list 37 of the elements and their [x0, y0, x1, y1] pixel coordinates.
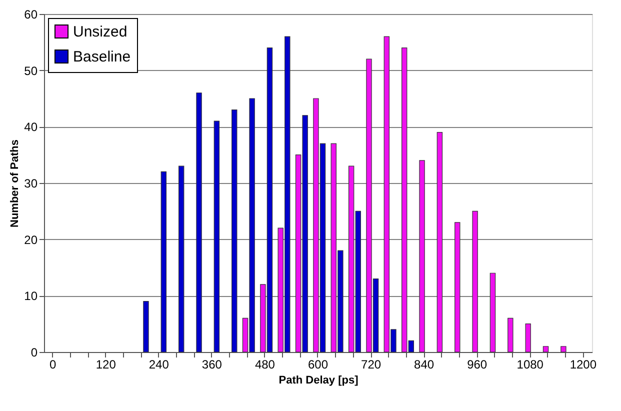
x-tick-label: 1200 [570, 358, 597, 372]
bar [214, 120, 220, 352]
x-tick-label: 720 [361, 358, 382, 372]
x-tick-label: 120 [96, 358, 116, 372]
x-axis-title: Path Delay [ps] [278, 374, 359, 386]
bar [160, 171, 167, 352]
y-tick-label: 30 [24, 176, 38, 190]
bar [143, 301, 149, 352]
bar [178, 166, 184, 352]
y-tick-label: 20 [24, 232, 38, 247]
y-tick-label: 40 [24, 120, 38, 134]
bar [490, 272, 496, 352]
x-tick-label: 240 [148, 358, 170, 372]
bar [454, 222, 460, 352]
x-tick-label: 0 [49, 358, 56, 372]
y-tick-label: 10 [24, 289, 38, 304]
x-tick-label: 480 [254, 358, 276, 372]
bar [232, 109, 238, 352]
bar [419, 160, 425, 352]
y-axis-title: Number of Paths [9, 139, 22, 228]
bar [525, 324, 531, 352]
x-tick-label: 600 [308, 358, 328, 372]
legend-label: Unsized [73, 24, 128, 40]
x-tick-label: 360 [202, 358, 222, 372]
bar [560, 346, 566, 352]
x-tick-label: 840 [414, 358, 434, 372]
x-tick-label: 960 [467, 358, 488, 372]
bar [472, 210, 478, 352]
legend-label: Baseline [73, 48, 131, 66]
x-tick-label: 1080 [516, 358, 544, 372]
y-tick-label: 60 [24, 8, 38, 22]
y-tick-label: 0 [30, 346, 38, 360]
y-tick-label: 50 [24, 64, 38, 78]
bar [196, 92, 202, 352]
bar [508, 318, 514, 352]
bar [436, 132, 443, 352]
bar [542, 346, 549, 352]
